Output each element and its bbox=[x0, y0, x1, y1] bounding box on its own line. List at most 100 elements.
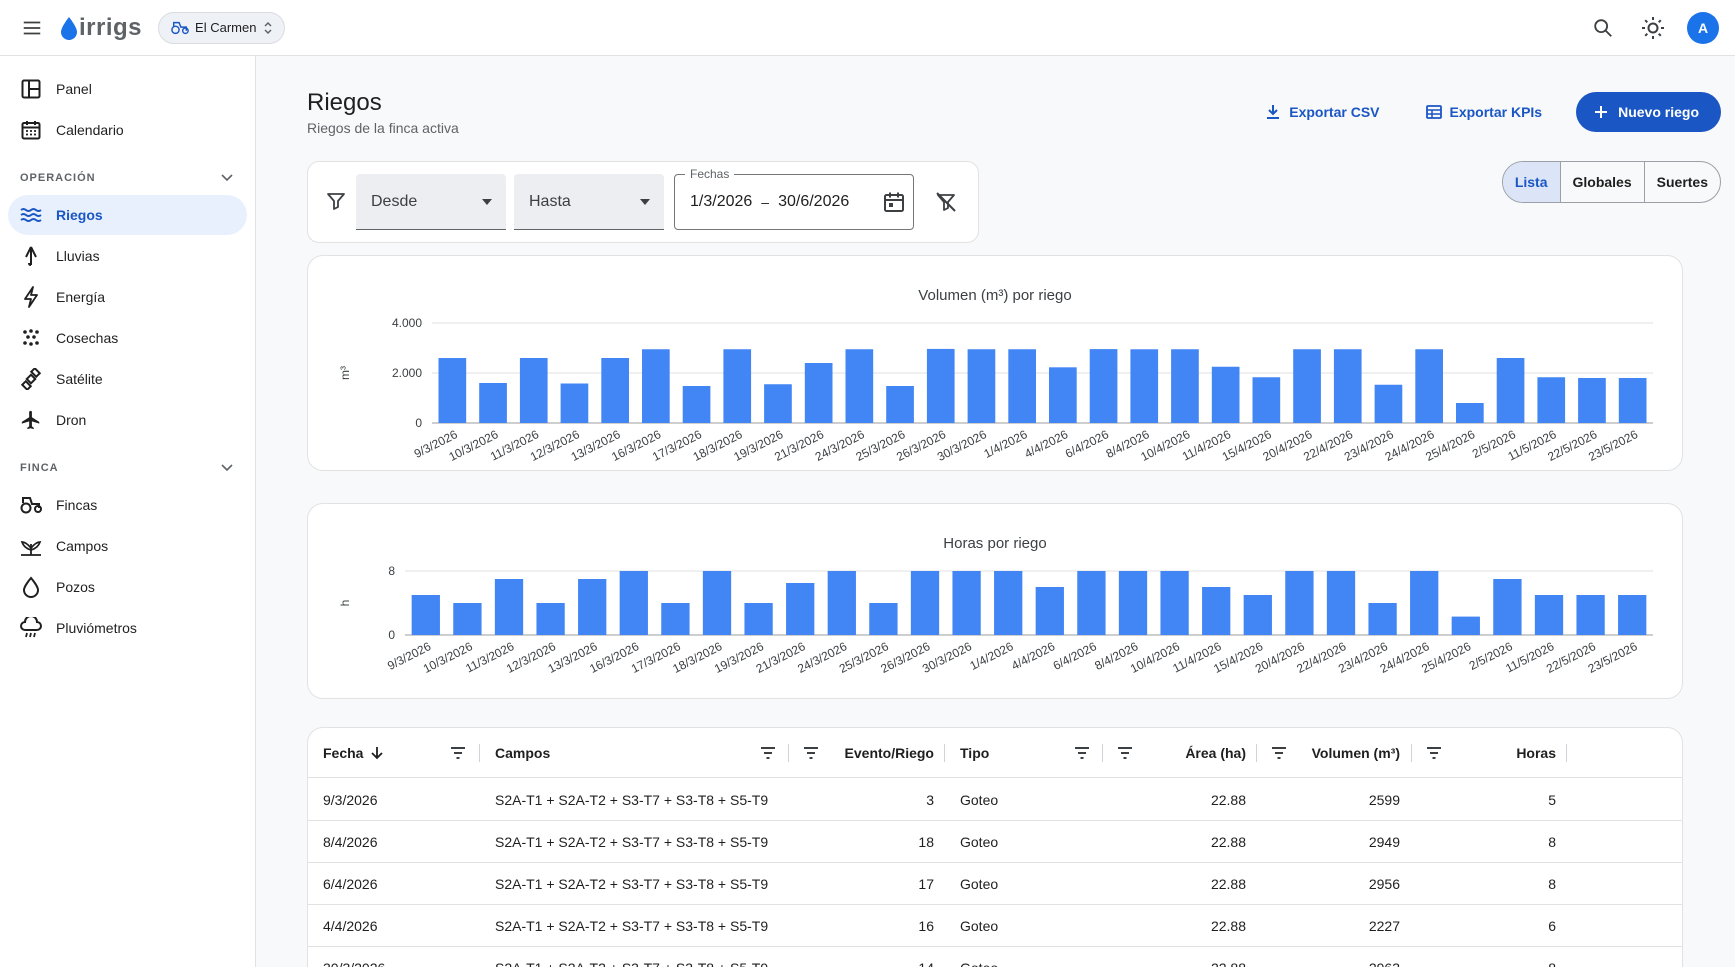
table-row[interactable]: 6/4/2026 S2A-T1 + S2A-T2 + S3-T7 + S3-T8 … bbox=[308, 863, 1682, 905]
bar[interactable] bbox=[1285, 571, 1314, 635]
bar[interactable] bbox=[967, 349, 996, 423]
bar[interactable] bbox=[926, 348, 955, 423]
section-header-finca[interactable]: FINCA bbox=[0, 452, 255, 484]
bar[interactable] bbox=[682, 386, 711, 423]
bar[interactable] bbox=[601, 358, 629, 423]
bar[interactable] bbox=[1456, 403, 1484, 423]
bar[interactable] bbox=[536, 603, 565, 635]
bar[interactable] bbox=[1171, 349, 1199, 423]
bar[interactable] bbox=[411, 595, 440, 635]
bar[interactable] bbox=[560, 383, 589, 424]
hasta-select[interactable]: Hasta bbox=[514, 174, 664, 230]
bar[interactable] bbox=[845, 349, 874, 423]
sidebar-item-panel[interactable]: Panel bbox=[8, 69, 247, 109]
sidebar-item-cosechas[interactable]: Cosechas bbox=[8, 318, 247, 358]
bar[interactable] bbox=[1368, 603, 1397, 635]
sidebar-item-calendario[interactable]: Calendario bbox=[8, 110, 247, 150]
sidebar-item-fincas[interactable]: Fincas bbox=[8, 485, 247, 525]
sidebar-item-campos[interactable]: Campos bbox=[8, 526, 247, 566]
calendar-icon[interactable] bbox=[883, 191, 905, 213]
bar[interactable] bbox=[1049, 367, 1077, 423]
bar[interactable] bbox=[994, 571, 1023, 635]
header-horas[interactable]: Horas bbox=[1458, 728, 1556, 778]
bar[interactable] bbox=[723, 349, 752, 423]
bar[interactable] bbox=[869, 603, 898, 635]
header-area[interactable]: Área (ha) bbox=[1148, 728, 1246, 778]
bar[interactable] bbox=[661, 603, 690, 635]
bar[interactable] bbox=[1618, 595, 1647, 635]
bar[interactable] bbox=[702, 571, 732, 635]
sidebar-item-pozos[interactable]: Pozos bbox=[8, 567, 247, 607]
bar[interactable] bbox=[910, 571, 940, 635]
bar[interactable] bbox=[1451, 616, 1480, 635]
clear-filters-button[interactable] bbox=[932, 188, 960, 216]
bar[interactable] bbox=[642, 349, 670, 423]
bar[interactable] bbox=[1333, 349, 1362, 423]
search-button[interactable] bbox=[1583, 8, 1623, 48]
bar[interactable] bbox=[1077, 571, 1106, 635]
new-riego-button[interactable]: Nuevo riego bbox=[1576, 92, 1721, 132]
bar[interactable] bbox=[1326, 571, 1356, 635]
view-option-globales[interactable]: Globales bbox=[1559, 162, 1644, 202]
bar[interactable] bbox=[1130, 349, 1159, 423]
bar[interactable] bbox=[1252, 377, 1281, 423]
bar[interactable] bbox=[1410, 571, 1439, 635]
bar[interactable] bbox=[1243, 595, 1272, 635]
bar[interactable] bbox=[1202, 587, 1231, 635]
bar[interactable] bbox=[744, 603, 773, 635]
bar[interactable] bbox=[479, 383, 507, 423]
bar[interactable] bbox=[786, 583, 815, 635]
bar[interactable] bbox=[1496, 358, 1525, 423]
header-campos[interactable]: Campos bbox=[495, 728, 550, 778]
bar[interactable] bbox=[578, 579, 607, 635]
section-header-operacion[interactable]: OPERACIÓN bbox=[0, 162, 255, 194]
bar[interactable] bbox=[453, 603, 482, 635]
bar[interactable] bbox=[1576, 595, 1605, 635]
header-tipo[interactable]: Tipo bbox=[960, 728, 989, 778]
header-fecha[interactable]: Fecha bbox=[323, 728, 384, 778]
bar[interactable] bbox=[764, 384, 792, 423]
table-row[interactable]: 30/3/2026 S2A-T1 + S2A-T2 + S3-T7 + S3-T8… bbox=[308, 947, 1682, 967]
sidebar-item-riegos[interactable]: Riegos bbox=[8, 195, 247, 235]
table-row[interactable]: 4/4/2026 S2A-T1 + S2A-T2 + S3-T7 + S3-T8 … bbox=[308, 905, 1682, 947]
filter-fecha-button[interactable] bbox=[446, 741, 470, 765]
filter-evento-button[interactable] bbox=[799, 741, 823, 765]
export-kpis-button[interactable]: Exportar KPIs bbox=[1414, 94, 1555, 130]
view-option-suertes[interactable]: Suertes bbox=[1643, 162, 1720, 202]
user-avatar[interactable]: A bbox=[1687, 12, 1719, 44]
farm-selector[interactable]: El Carmen bbox=[158, 11, 286, 44]
sidebar-item-satelite[interactable]: Satélite bbox=[8, 359, 247, 399]
filter-campos-button[interactable] bbox=[756, 741, 780, 765]
bar[interactable] bbox=[952, 571, 981, 635]
bar[interactable] bbox=[1118, 571, 1148, 635]
app-logo[interactable]: irrigs bbox=[60, 14, 142, 42]
view-option-lista[interactable]: Lista bbox=[1502, 162, 1560, 202]
sidebar-item-dron[interactable]: Dron bbox=[8, 400, 247, 440]
menu-button[interactable] bbox=[12, 8, 52, 48]
bar[interactable] bbox=[1618, 378, 1647, 423]
bar[interactable] bbox=[1035, 587, 1064, 635]
header-volumen[interactable]: Volumen (m³) bbox=[1298, 728, 1400, 778]
bar[interactable] bbox=[1578, 378, 1606, 423]
bar[interactable] bbox=[494, 579, 524, 635]
table-row[interactable]: 8/4/2026 S2A-T1 + S2A-T2 + S3-T7 + S3-T8 … bbox=[308, 821, 1682, 863]
bar[interactable] bbox=[1211, 366, 1240, 423]
sidebar-item-pluviometros[interactable]: Pluviómetros bbox=[8, 608, 247, 648]
date-start[interactable]: 1/3/2026 bbox=[690, 193, 753, 210]
sidebar-item-energia[interactable]: Energía bbox=[8, 277, 247, 317]
bar[interactable] bbox=[886, 386, 914, 423]
header-evento[interactable]: Evento/Riego bbox=[828, 728, 934, 778]
bar[interactable] bbox=[519, 358, 548, 423]
date-range-field[interactable]: Fechas 1/3/2026 – 30/6/2026 bbox=[674, 167, 914, 230]
bar[interactable] bbox=[1008, 349, 1036, 423]
bar[interactable] bbox=[804, 363, 833, 423]
bar[interactable] bbox=[619, 571, 648, 635]
theme-toggle-button[interactable] bbox=[1633, 8, 1673, 48]
desde-select[interactable]: Desde bbox=[356, 174, 506, 230]
bar[interactable] bbox=[1374, 384, 1403, 423]
date-end[interactable]: 30/6/2026 bbox=[778, 193, 850, 210]
bar[interactable] bbox=[1293, 349, 1321, 423]
bar[interactable] bbox=[438, 358, 467, 423]
filter-horas-button[interactable] bbox=[1422, 741, 1446, 765]
table-row[interactable]: 9/3/2026 S2A-T1 + S2A-T2 + S3-T7 + S3-T8 … bbox=[308, 779, 1682, 821]
